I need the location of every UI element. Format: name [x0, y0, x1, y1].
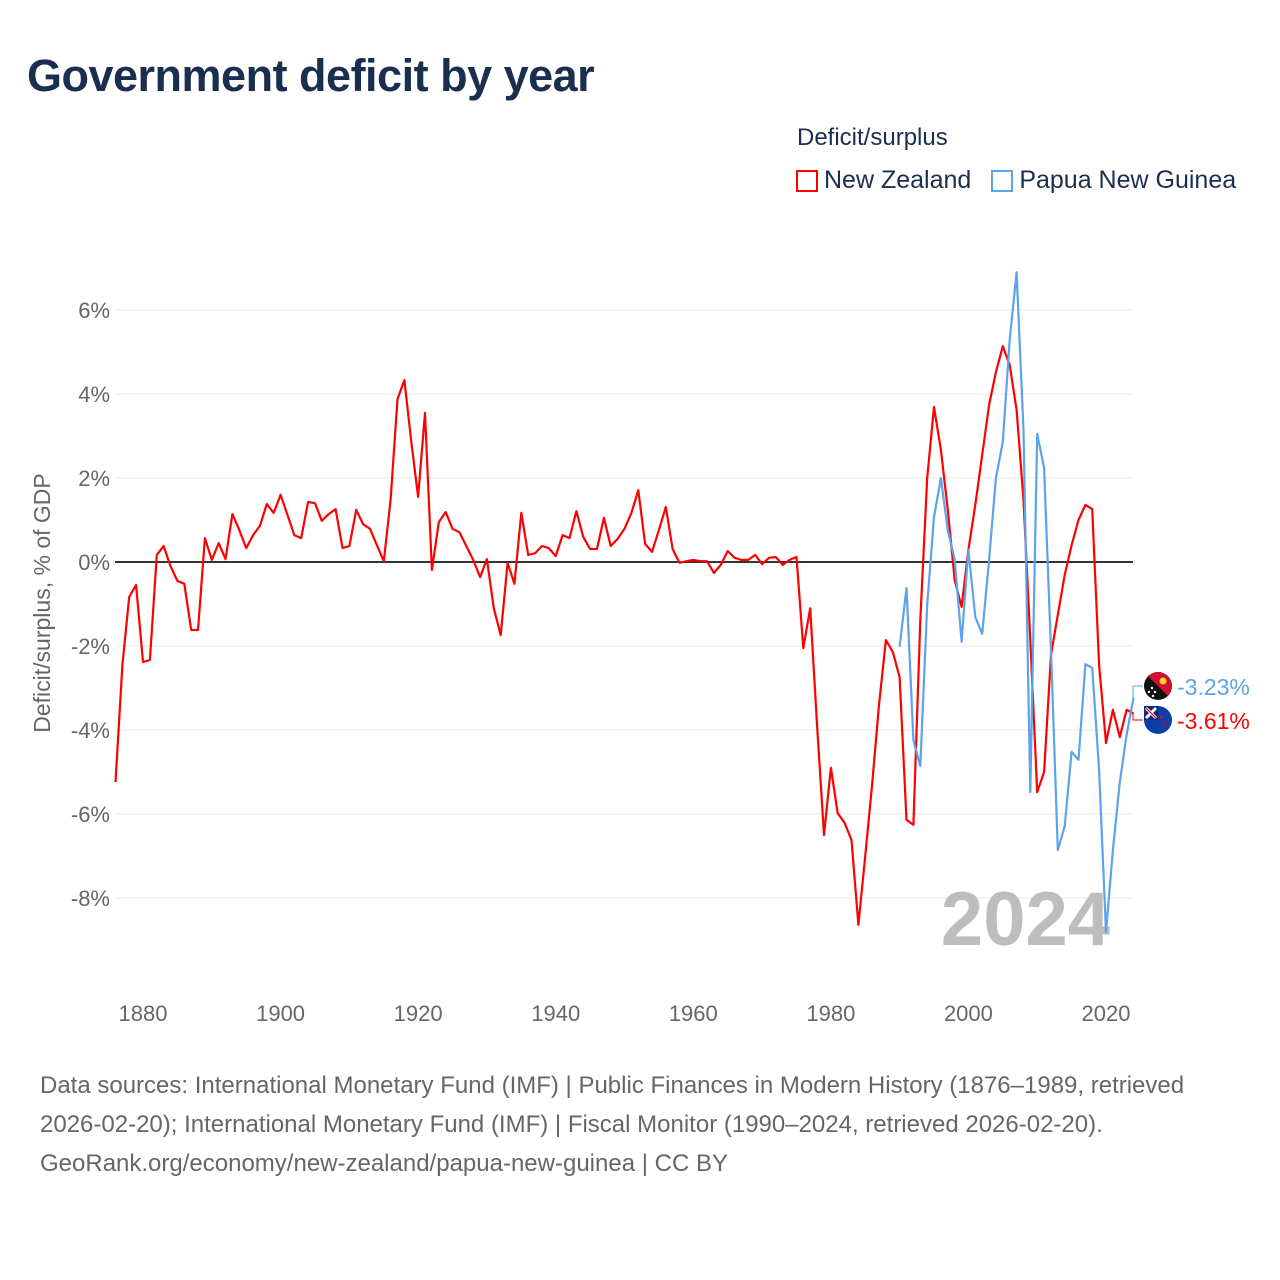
legend-item-new-zealand[interactable]: New Zealand	[796, 166, 971, 195]
y-tick-label: 0%	[78, 550, 110, 575]
y-tick-label: -4%	[71, 718, 110, 743]
legend-title: Deficit/surplus	[797, 124, 948, 151]
footer: Data sources: International Monetary Fun…	[40, 1066, 1240, 1183]
x-tick-label: 1880	[119, 1001, 168, 1026]
end-value-label: -3.61%	[1177, 708, 1250, 734]
end-value-label: -3.23%	[1177, 674, 1250, 700]
x-tick-label: 2000	[944, 1001, 993, 1026]
series-line-papua-new-guinea	[898, 271, 1135, 934]
x-tick-label: 1940	[531, 1001, 580, 1026]
legend-item-papua-new-guinea[interactable]: Papua New Guinea	[991, 166, 1236, 195]
series-line-new-zealand	[114, 345, 1135, 927]
year-watermark: 2024	[941, 877, 1110, 962]
y-tick-label: -2%	[71, 634, 110, 659]
new-zealand-flag-icon	[1144, 706, 1172, 734]
y-axis-label: Deficit/surplus, % of GDP	[29, 473, 55, 732]
credit-link[interactable]: GeoRank.org/economy/new-zealand/papua-ne…	[40, 1150, 728, 1177]
y-tick-label: 6%	[78, 298, 110, 323]
legend-swatch	[796, 169, 818, 192]
x-tick-label: 2020	[1082, 1001, 1131, 1026]
legend: New Zealand Papua New Guinea	[796, 166, 1236, 195]
y-tick-label: -8%	[71, 886, 110, 911]
chart-title: Government deficit by year	[27, 50, 595, 101]
legend-label: Papua New Guinea	[1019, 166, 1237, 194]
data-sources: Data sources: International Monetary Fun…	[40, 1072, 1185, 1138]
y-tick-label: -6%	[71, 802, 110, 827]
legend-label: New Zealand	[824, 166, 972, 194]
papua-new-guinea-flag-icon	[1144, 672, 1172, 700]
x-tick-label: 1900	[256, 1001, 305, 1026]
label-connector	[1132, 685, 1143, 699]
legend-swatch	[991, 169, 1014, 192]
x-tick-label: 1920	[394, 1001, 443, 1026]
y-tick-label: 4%	[78, 382, 110, 407]
x-tick-label: 1960	[669, 1001, 718, 1026]
line-chart: -8% -6% -4% -2% 0% 2% 4% 6% 2024 1880 1900 1920 1940…	[29, 271, 1250, 1026]
y-tick-label: 2%	[78, 466, 110, 491]
label-connector	[1132, 713, 1143, 721]
x-tick-label: 1980	[806, 1001, 855, 1026]
